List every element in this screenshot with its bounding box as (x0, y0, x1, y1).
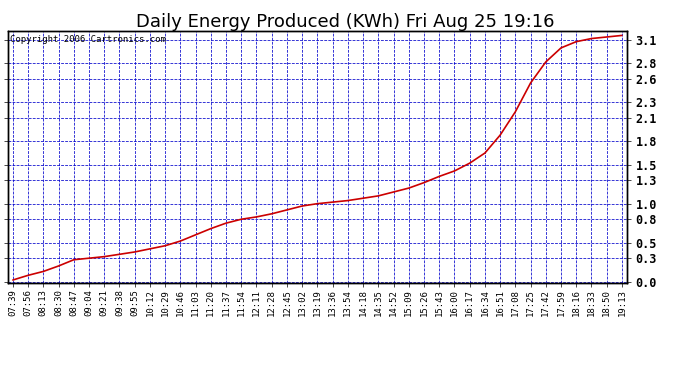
Text: Copyright 2006 Cartronics.com: Copyright 2006 Cartronics.com (10, 34, 166, 44)
Text: Daily Energy Produced (KWh) Fri Aug 25 19:16: Daily Energy Produced (KWh) Fri Aug 25 1… (136, 13, 554, 31)
